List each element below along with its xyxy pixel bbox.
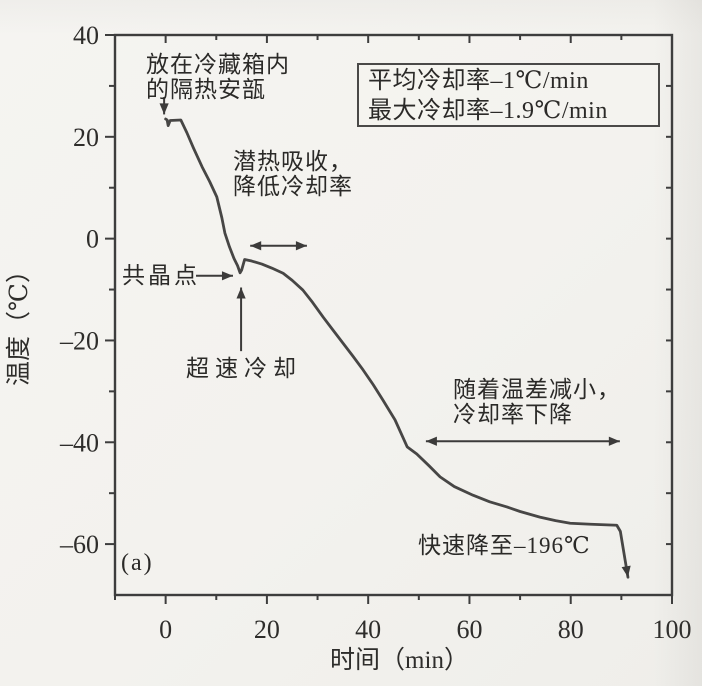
y-tick-label: –20 [59,326,99,355]
tick-labels: 0 20 40 60 80 100 40 20 0 –20 –40 –60 [59,21,692,644]
y-tick-label: 0 [86,225,99,254]
y-axis-title: 温度（℃） [5,258,33,386]
eutectic-pointer-arrow [196,271,233,281]
annotation-ampoule: 放在冷藏箱内 的隔热安瓿 [146,52,290,102]
axis-titles: 时间（min） 温度（℃） [5,258,469,674]
y-tick-label: 40 [73,21,99,50]
x-tick-label: 40 [355,615,381,644]
tempdiff-span-arrow [425,436,620,446]
annotation-eutectic-point: 共晶点 [122,263,200,288]
ampoule-pointer-arrow [159,97,169,115]
annotation-tempdiff-line2: 冷却率下降 [453,402,573,427]
y-tick-label: 20 [73,123,99,152]
annotation-tempdiff-line1: 随着温差减小， [453,377,621,402]
y-tick-label: –60 [59,530,99,559]
legend-max-rate: 最大冷却率–1.9℃/min [368,98,608,124]
series-cooling-curve [164,117,631,579]
x-tick-label: 0 [159,615,172,644]
annotation-latent-line2: 降低冷却率 [233,174,353,199]
annotation-ampoule-line2: 的隔热安瓿 [146,77,266,102]
legend-average-rate: 平均冷却率–1℃/min [368,68,589,94]
y-tick-label: –40 [59,428,99,457]
cooling-rate-legend-box: 平均冷却率–1℃/min 最大冷却率–1.9℃/min [357,63,660,127]
annotation-temp-difference: 随着温差减小， 冷却率下降 [453,377,621,427]
annotation-latent-heat: 潜热吸收， 降低冷却率 [233,149,353,199]
panel-label: (a) [121,550,154,576]
axes-frame [113,33,674,597]
annotation-supercooling: 超速冷却 [186,356,302,381]
x-tick-label: 80 [558,615,584,644]
axis-ticks [105,34,673,604]
annotation-rapid-plunge: 快速降至–196℃ [418,533,591,558]
annotation-ampoule-line1: 放在冷藏箱内 [146,52,290,77]
x-tick-label: 100 [653,615,692,644]
x-tick-label: 20 [254,615,280,644]
x-axis-title: 时间（min） [330,646,469,674]
latent-span-arrow [250,241,307,251]
supercool-pointer-arrow [236,287,246,352]
annotation-latent-line1: 潜热吸收， [233,149,353,174]
x-tick-label: 60 [456,615,482,644]
